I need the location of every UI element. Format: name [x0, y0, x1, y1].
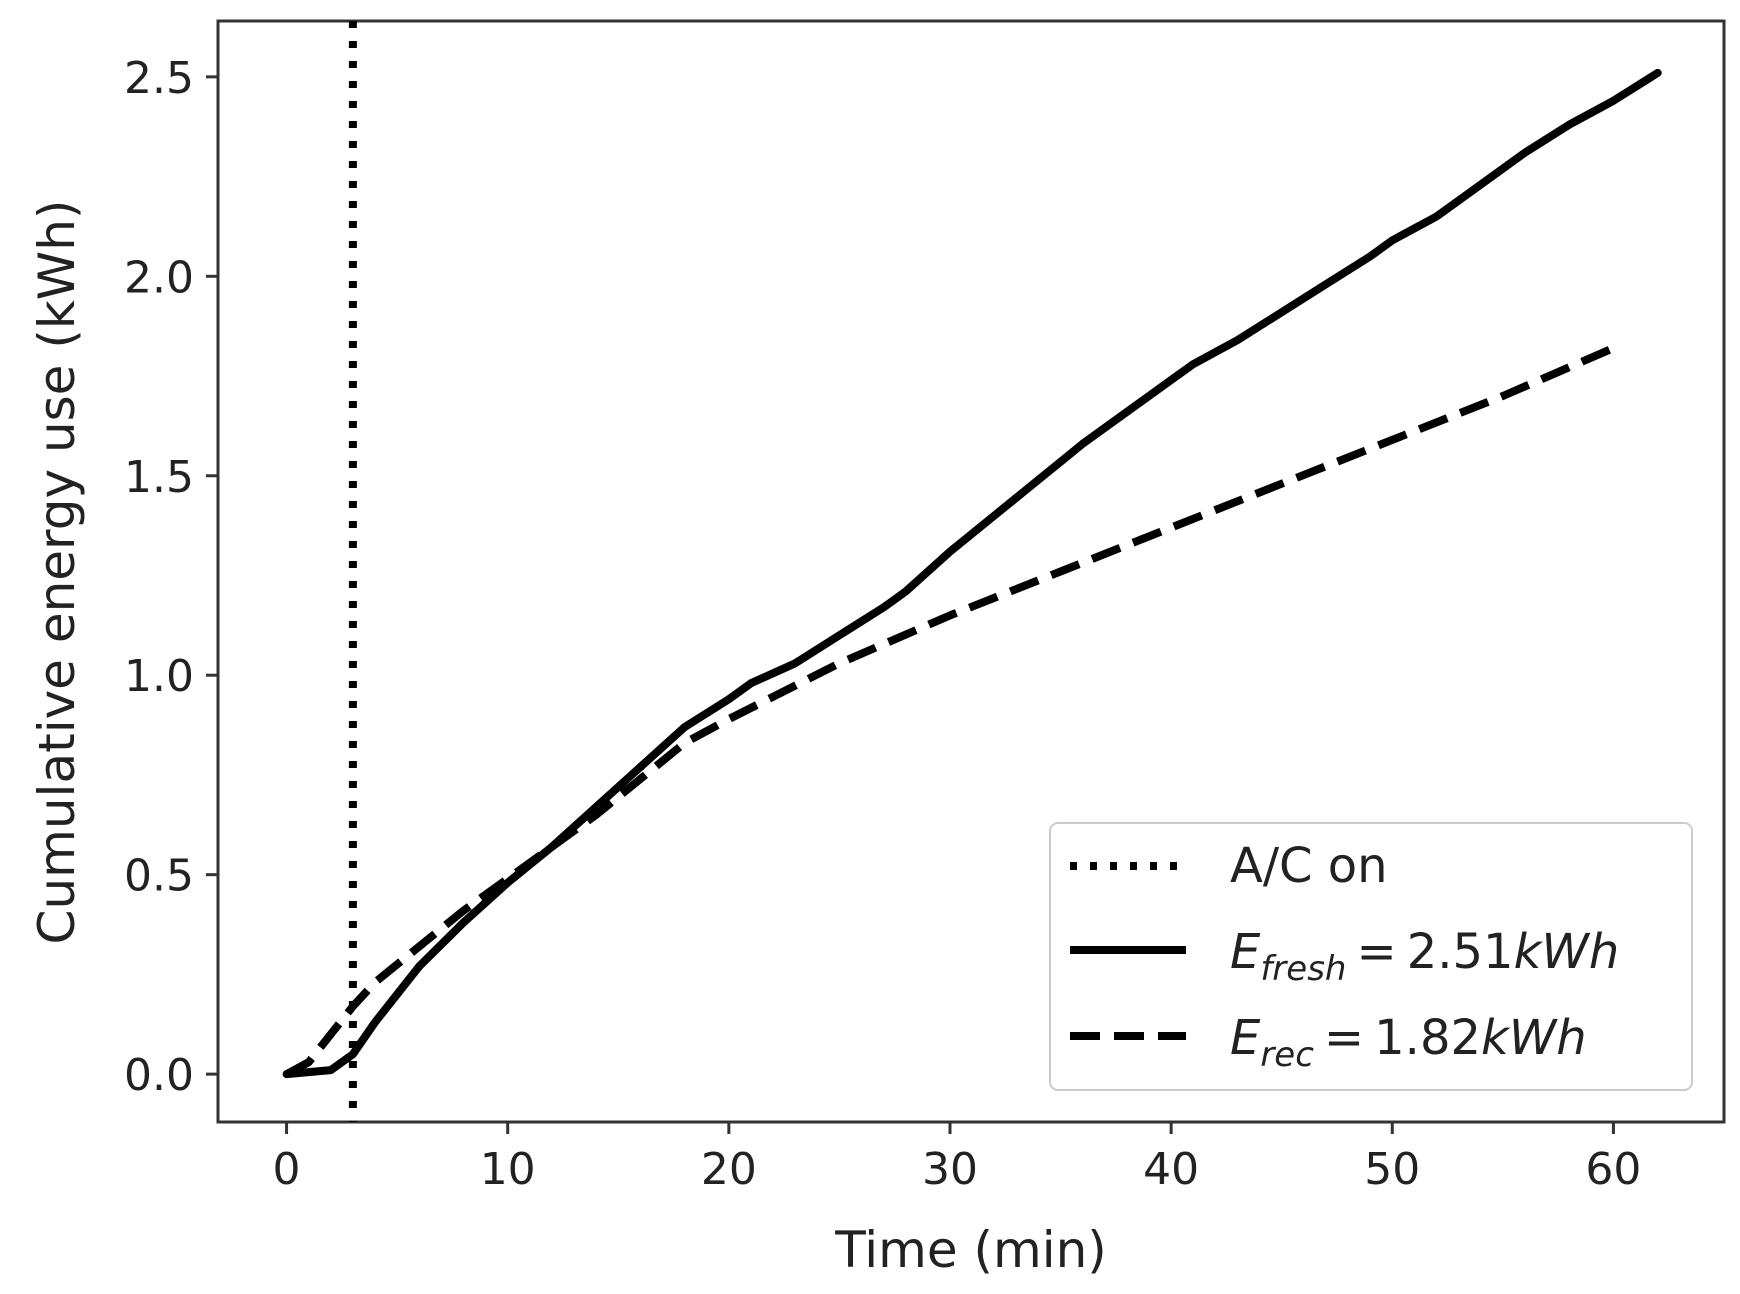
legend-fresh-value: 2.51	[1407, 924, 1514, 980]
legend-rec-value: 1.82	[1374, 1010, 1481, 1066]
y-tick-label: 1.5	[124, 452, 194, 503]
y-tick-label: 0.0	[124, 1050, 194, 1101]
y-tick-label: 2.0	[124, 252, 194, 303]
x-tick-label: 40	[1143, 1144, 1199, 1195]
x-tick-label: 50	[1364, 1144, 1420, 1195]
y-axis-label: Cumulative energy use (kWh)	[28, 200, 86, 945]
x-axis-label: Time (min)	[834, 1221, 1107, 1279]
legend-rec-unit: kWh	[1481, 1010, 1587, 1066]
legend-label-fresh: Efresh = 2.51kWh	[1230, 924, 1619, 989]
x-tick-label: 30	[922, 1144, 978, 1195]
legend-label-rec: Erec = 1.82kWh	[1230, 1010, 1587, 1075]
y-tick-label: 0.5	[124, 851, 194, 902]
x-axis-ticks: 0 10 20 30 40 50 60	[273, 1122, 1641, 1195]
x-tick-label: 10	[480, 1144, 536, 1195]
legend-fresh-subscript: fresh	[1260, 949, 1346, 989]
y-axis-ticks: 0.0 0.5 1.0 1.5 2.0 2.5	[124, 53, 218, 1101]
legend-box	[1049, 822, 1693, 1091]
series-line-rec	[284, 344, 1615, 1078]
legend-fresh-symbol: E	[1230, 924, 1261, 980]
series-line-fresh	[282, 68, 1662, 1079]
y-tick-label: 1.0	[124, 651, 194, 702]
y-tick-label: 2.5	[124, 53, 194, 104]
legend-rec-equals: =	[1324, 1010, 1364, 1066]
legend-rec-symbol: E	[1230, 1010, 1261, 1066]
x-tick-label: 0	[273, 1144, 301, 1195]
legend-fresh-unit: kWh	[1514, 924, 1620, 980]
x-tick-label: 20	[701, 1144, 757, 1195]
legend-label-ac-on: A/C on	[1230, 838, 1388, 894]
legend-rec-subscript: rec	[1260, 1035, 1314, 1075]
legend-fresh-equals: =	[1356, 924, 1396, 980]
legend: A/C on Efresh = 2.51kWh Erec = 1.82kWh	[1049, 822, 1693, 1091]
x-tick-label: 60	[1585, 1144, 1641, 1195]
